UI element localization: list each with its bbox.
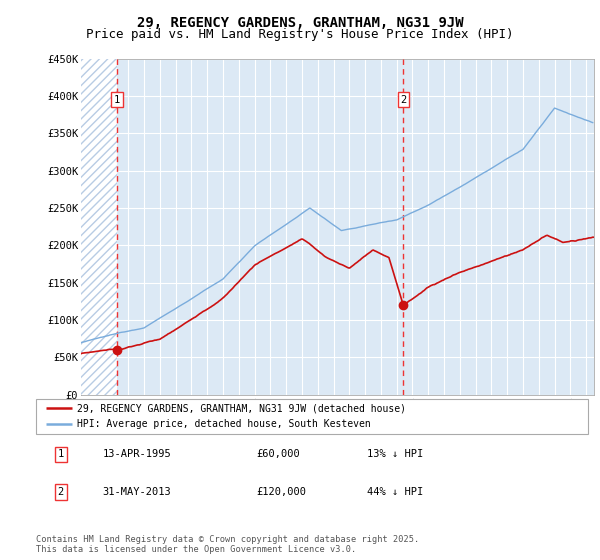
Text: 2: 2 xyxy=(400,95,406,105)
Text: 29, REGENCY GARDENS, GRANTHAM, NG31 9JW (detached house): 29, REGENCY GARDENS, GRANTHAM, NG31 9JW … xyxy=(77,403,406,413)
Text: 1: 1 xyxy=(58,449,64,459)
FancyBboxPatch shape xyxy=(36,399,588,434)
Text: 29, REGENCY GARDENS, GRANTHAM, NG31 9JW: 29, REGENCY GARDENS, GRANTHAM, NG31 9JW xyxy=(137,16,463,30)
Text: Contains HM Land Registry data © Crown copyright and database right 2025.
This d: Contains HM Land Registry data © Crown c… xyxy=(36,535,419,554)
Bar xyxy=(81,59,117,395)
Text: HPI: Average price, detached house, South Kesteven: HPI: Average price, detached house, Sout… xyxy=(77,419,371,430)
Text: 13% ↓ HPI: 13% ↓ HPI xyxy=(367,449,424,459)
Text: 1: 1 xyxy=(114,95,120,105)
Text: £120,000: £120,000 xyxy=(257,487,307,497)
Text: 13-APR-1995: 13-APR-1995 xyxy=(102,449,171,459)
Text: 31-MAY-2013: 31-MAY-2013 xyxy=(102,487,171,497)
Text: £60,000: £60,000 xyxy=(257,449,301,459)
Text: Price paid vs. HM Land Registry's House Price Index (HPI): Price paid vs. HM Land Registry's House … xyxy=(86,28,514,41)
Text: 44% ↓ HPI: 44% ↓ HPI xyxy=(367,487,424,497)
Text: 2: 2 xyxy=(58,487,64,497)
